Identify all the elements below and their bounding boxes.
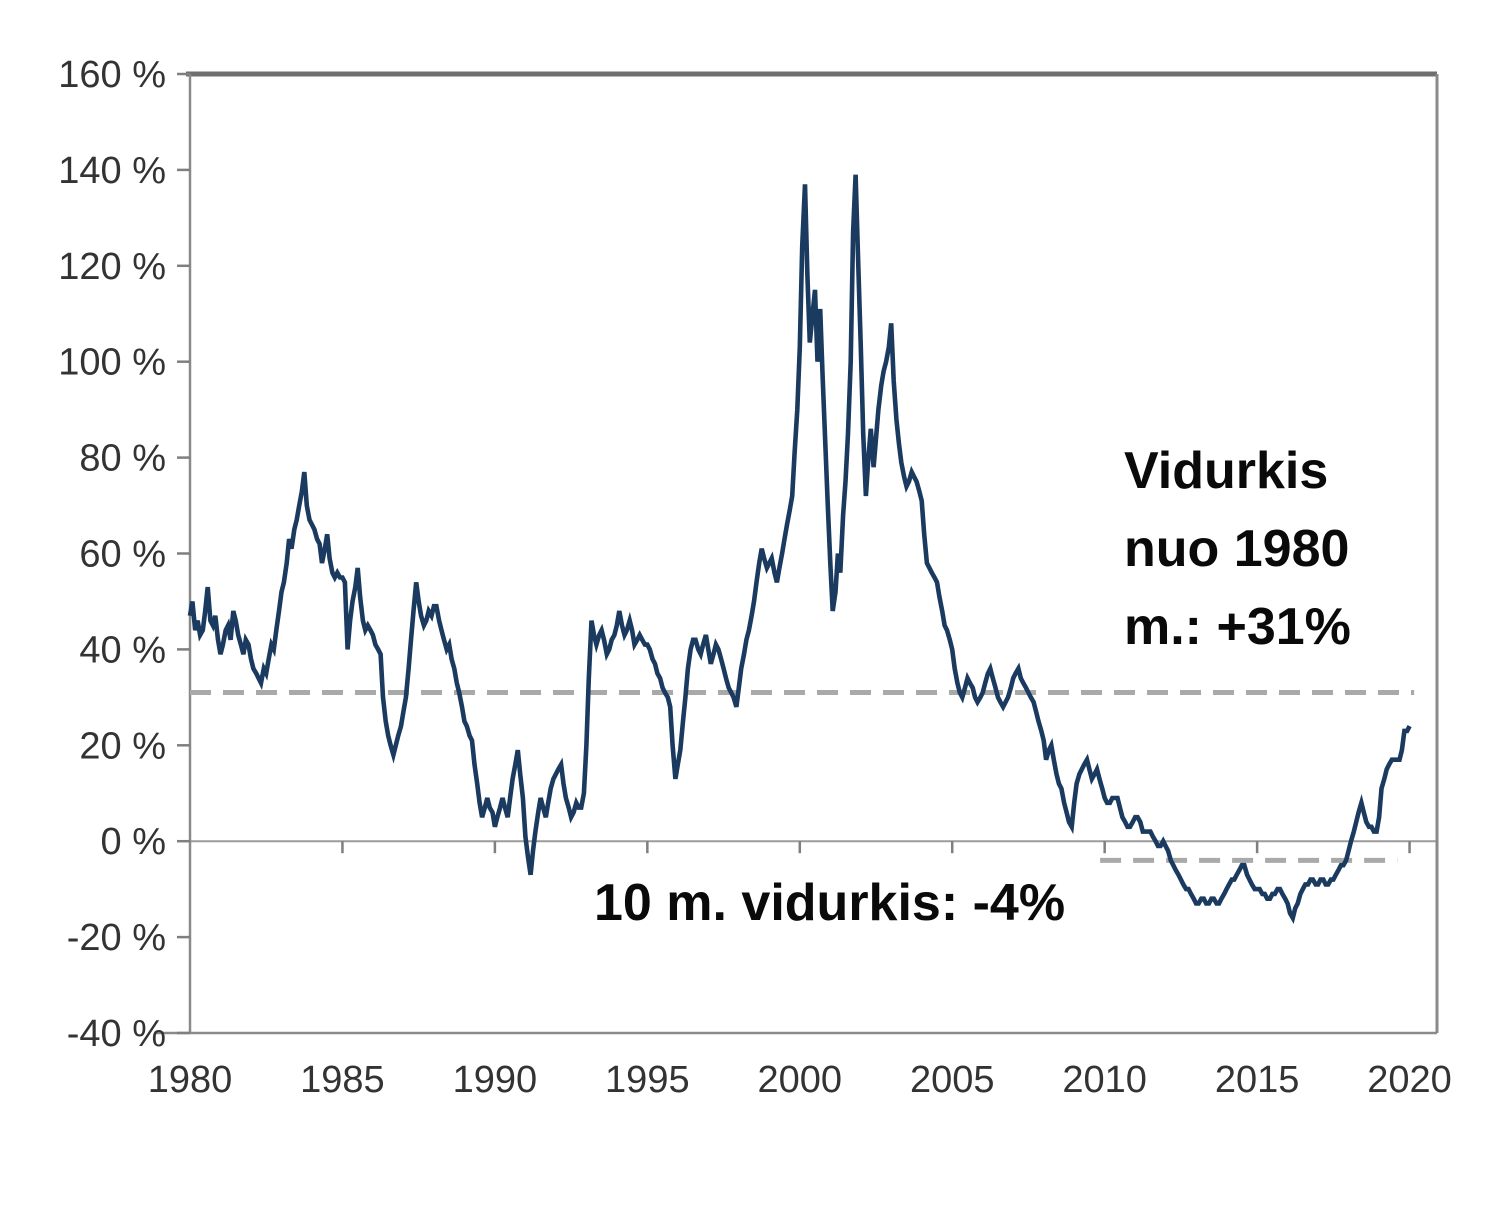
x-tick-label: 1985 bbox=[300, 1059, 385, 1101]
x-tick-label: 1980 bbox=[148, 1059, 233, 1101]
y-tick-label: 20 % bbox=[79, 725, 166, 767]
y-tick-label: 80 % bbox=[79, 438, 166, 480]
y-tick-label: -20 % bbox=[67, 917, 166, 959]
y-tick-label: 160 % bbox=[58, 54, 166, 96]
y-tick-label: 60 % bbox=[79, 534, 166, 576]
y-tick-label: 100 % bbox=[58, 342, 166, 384]
series-line bbox=[187, 174, 1412, 924]
y-tick-label: 120 % bbox=[58, 246, 166, 288]
x-tick-label: 1990 bbox=[453, 1059, 538, 1101]
x-tick-label: 2015 bbox=[1215, 1059, 1300, 1101]
average-annotation: Vidurkis nuo 1980 m.: +31% bbox=[1124, 442, 1351, 656]
ten-year-annotation: 10 m. vidurkis: -4% bbox=[594, 874, 1066, 932]
y-tick-label: 40 % bbox=[79, 629, 166, 671]
y-tick-label: 0 % bbox=[101, 821, 166, 863]
x-tick-label: 2000 bbox=[758, 1059, 843, 1101]
y-tick-label: 140 % bbox=[58, 150, 166, 192]
x-tick-label: 2010 bbox=[1062, 1059, 1147, 1101]
x-tick-label: 1995 bbox=[605, 1059, 690, 1101]
y-tick-label: -40 % bbox=[67, 1013, 166, 1055]
x-tick-label: 2020 bbox=[1367, 1059, 1452, 1101]
x-tick-label: 2005 bbox=[910, 1059, 995, 1101]
